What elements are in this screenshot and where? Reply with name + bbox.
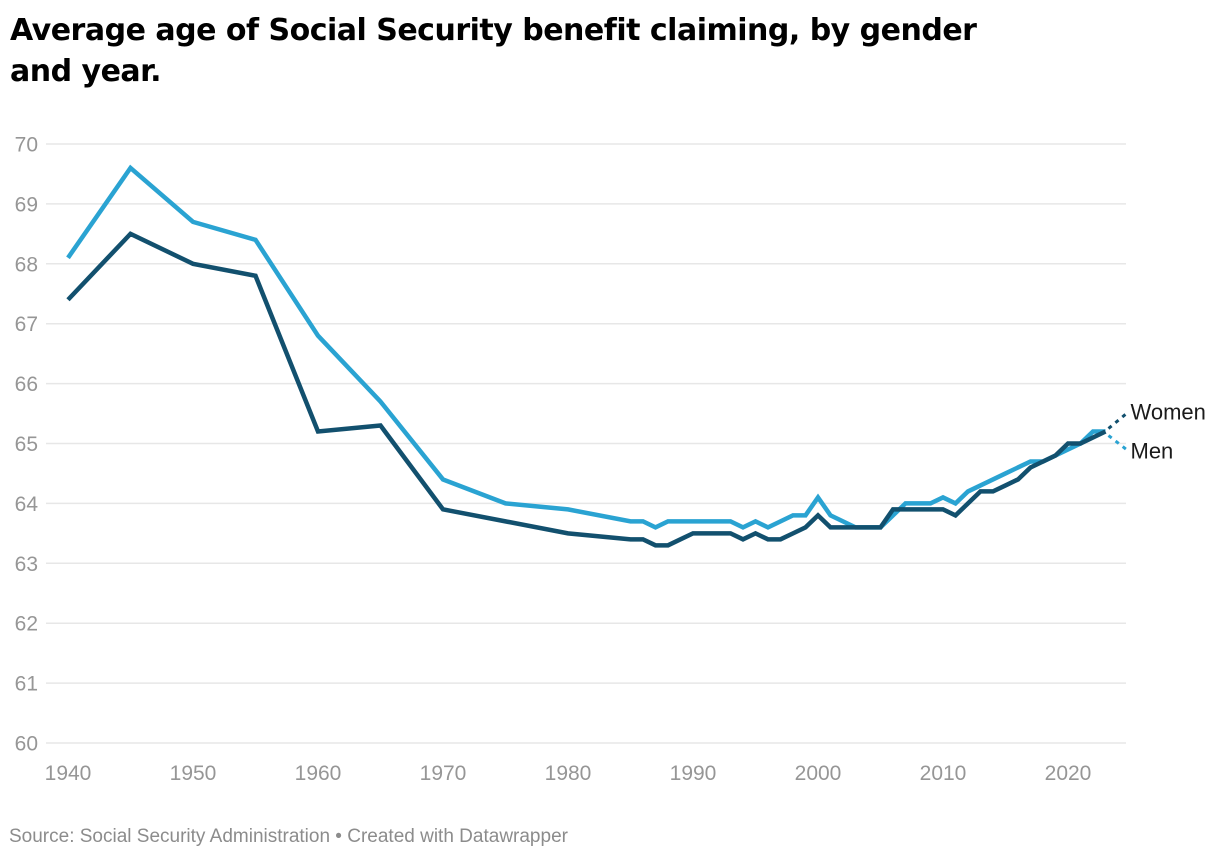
series-label-men: Men <box>1131 439 1174 464</box>
source-line: Source: Social Security Administration •… <box>9 826 568 847</box>
svg-text:65: 65 <box>15 433 38 456</box>
svg-text:62: 62 <box>15 613 38 636</box>
gridlines <box>46 143 1126 744</box>
label-leader-lines <box>1107 412 1128 451</box>
svg-text:1940: 1940 <box>45 762 92 785</box>
svg-text:60: 60 <box>15 733 38 756</box>
svg-text:66: 66 <box>15 373 38 396</box>
series-label-women: Women <box>1131 400 1206 425</box>
chart-title-line2: and year. <box>10 54 162 89</box>
x-axis-labels: 1940 1950 1960 1970 1980 1990 2000 2010 2020 <box>45 762 1092 785</box>
chart-title: Average age of Social Security benefit c… <box>10 10 1200 92</box>
svg-text:1950: 1950 <box>170 762 217 785</box>
svg-text:61: 61 <box>15 673 38 696</box>
svg-text:63: 63 <box>15 553 38 576</box>
svg-text:68: 68 <box>15 253 38 276</box>
svg-text:64: 64 <box>15 493 39 516</box>
svg-text:70: 70 <box>15 134 38 157</box>
svg-text:1980: 1980 <box>545 762 592 785</box>
svg-text:67: 67 <box>15 313 38 336</box>
data-lines <box>66 164 1107 548</box>
svg-text:1990: 1990 <box>670 762 717 785</box>
svg-text:1960: 1960 <box>295 762 342 785</box>
svg-text:1970: 1970 <box>420 762 467 785</box>
svg-text:69: 69 <box>15 193 38 216</box>
y-axis-labels: 70 69 68 67 66 65 64 63 62 61 60 <box>15 134 39 756</box>
chart-title-line1: Average age of Social Security benefit c… <box>10 13 977 48</box>
svg-text:2020: 2020 <box>1045 762 1092 785</box>
svg-text:2000: 2000 <box>795 762 842 785</box>
svg-text:2010: 2010 <box>920 762 967 785</box>
